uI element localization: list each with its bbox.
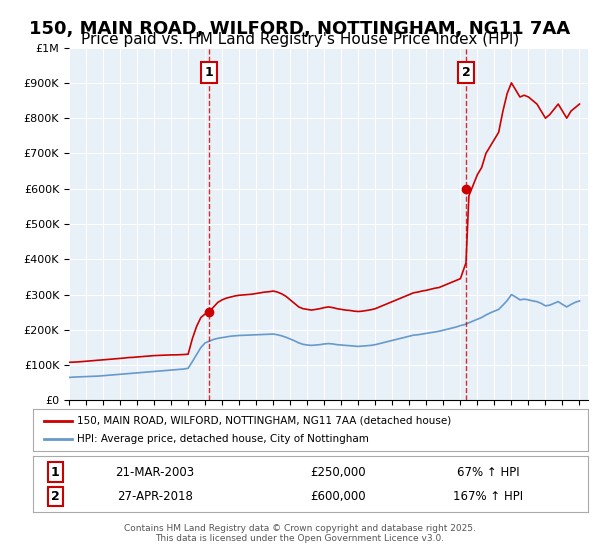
Text: 150, MAIN ROAD, WILFORD, NOTTINGHAM, NG11 7AA: 150, MAIN ROAD, WILFORD, NOTTINGHAM, NG1… xyxy=(29,20,571,38)
Text: 2: 2 xyxy=(51,490,59,503)
Text: 67% ↑ HPI: 67% ↑ HPI xyxy=(457,465,520,479)
Text: 2: 2 xyxy=(461,66,470,79)
Text: 21-MAR-2003: 21-MAR-2003 xyxy=(116,465,194,479)
Text: £250,000: £250,000 xyxy=(310,465,366,479)
Text: £600,000: £600,000 xyxy=(310,490,366,503)
Text: Contains HM Land Registry data © Crown copyright and database right 2025.
This d: Contains HM Land Registry data © Crown c… xyxy=(124,524,476,543)
Text: 167% ↑ HPI: 167% ↑ HPI xyxy=(453,490,523,503)
Text: 27-APR-2018: 27-APR-2018 xyxy=(117,490,193,503)
Text: 1: 1 xyxy=(205,66,213,79)
Text: HPI: Average price, detached house, City of Nottingham: HPI: Average price, detached house, City… xyxy=(77,434,369,444)
Text: 150, MAIN ROAD, WILFORD, NOTTINGHAM, NG11 7AA (detached house): 150, MAIN ROAD, WILFORD, NOTTINGHAM, NG1… xyxy=(77,416,452,426)
Text: 1: 1 xyxy=(51,465,59,479)
Text: Price paid vs. HM Land Registry's House Price Index (HPI): Price paid vs. HM Land Registry's House … xyxy=(81,32,519,47)
